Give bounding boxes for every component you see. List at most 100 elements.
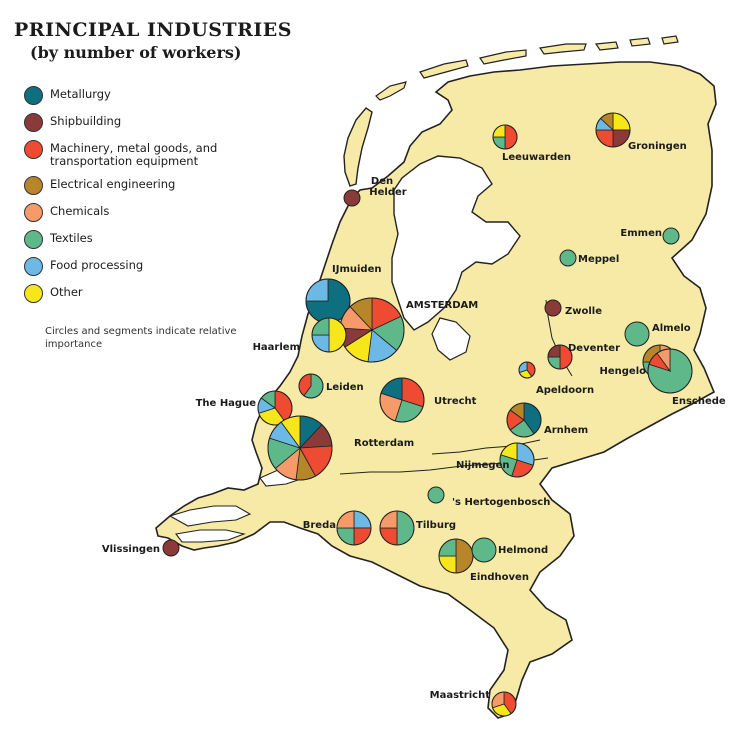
pie-slice-s-hertogenbosch-textiles [427,486,445,504]
frisian-island-6 [629,37,651,47]
legend-item-machinery: Machinery, metal goods, and transportati… [24,140,264,168]
frisian-island-3 [479,49,527,65]
pie-outline-utrecht [379,377,425,423]
city-label-amsterdam: AMSTERDAM [406,300,478,311]
legend-note: Circles and segments indicate relative i… [45,326,237,350]
frisian-island-7 [661,35,679,45]
legend-item-electrical: Electrical engineering [24,176,264,195]
city-label-apeldoorn: Apeldoorn [536,385,594,396]
legend-swatch-metallurgy [24,86,43,105]
legend-swatch-other [24,284,43,303]
pie-outline-groningen [595,112,631,148]
legend-item-shipbuilding: Shipbuilding [24,113,264,132]
city-label-ijmuiden: IJmuiden [332,264,381,275]
pie-outline-maastricht [491,691,517,717]
city-label-s-hertogenbosch: 's Hertogenbosch [452,497,550,508]
pie-arnhem [506,402,542,438]
pie-helmond [471,537,497,563]
pie-slice-den-helder-shipbuilding [343,189,361,207]
legend-label-food: Food processing [50,258,144,272]
city-label-utrecht: Utrecht [434,396,477,407]
gooimeer-water [431,317,471,361]
city-label-vlissingen: Vlissingen [102,544,160,555]
pie-slice-emmen-textiles [662,227,680,245]
pie-outline-rotterdam [267,415,333,481]
city-label-leiden: Leiden [326,382,364,393]
pie-outline-eindhoven [438,538,474,574]
city-label-rotterdam: Rotterdam [354,438,414,449]
pie-meppel [559,249,577,267]
legend-swatch-machinery [24,140,43,159]
legend-label-chemicals: Chemicals [50,204,110,218]
pie-almelo [624,321,650,347]
legend-item-metallurgy: Metallurgy [24,86,264,105]
pie-leeuwarden [492,124,518,150]
city-label-almelo: Almelo [652,323,691,334]
legend-label-electrical: Electrical engineering [50,177,176,191]
pie-outline-tilburg [379,510,415,546]
legend-swatch-food [24,257,43,276]
city-label-helmond: Helmond [498,545,548,556]
pie-maastricht [491,691,517,717]
estuary-1 [168,505,252,527]
pie-outline-breda [336,510,372,546]
mainland-shape [155,61,717,719]
legend-label-textiles: Textiles [50,231,93,245]
pie-nijmegen [499,442,535,478]
map-subtitle: (by number of workers) [30,43,242,62]
city-label-den-helder: Den Helder [369,176,407,198]
pie-outline-nijmegen [499,442,535,478]
city-label-breda: Breda [303,520,336,531]
legend-label-other: Other [50,285,83,299]
pie-outline-leeuwarden [492,124,518,150]
frisian-island-5 [594,41,619,51]
legend-swatch-electrical [24,176,43,195]
legend-item-chemicals: Chemicals [24,203,264,222]
legend-item-food: Food processing [24,257,264,276]
city-label-tilburg: Tilburg [416,520,456,531]
legend-label-shipbuilding: Shipbuilding [50,114,122,128]
city-label-maastricht: Maastricht [430,690,491,701]
city-label-eindhoven: Eindhoven [470,572,529,583]
pie-slice-meppel-textiles [559,249,577,267]
city-label-enschede: Enschede [672,396,726,407]
pie-rotterdam [267,415,333,481]
city-label-the-hague: The Hague [196,398,257,409]
pie-emmen [662,227,680,245]
pie-leiden [298,373,324,399]
ijsselmeer-water [391,155,521,331]
map-title: PRINCIPAL INDUSTRIES [14,19,293,41]
pie-outline-arnhem [506,402,542,438]
legend-label-metallurgy: Metallurgy [50,87,111,101]
legend-item-textiles: Textiles [24,230,264,249]
frisian-island-1 [375,81,407,101]
pie-outline-haarlem [311,317,347,353]
city-label-nijmegen: Nijmegen [456,460,510,471]
pie-amsterdam [339,297,405,363]
pie-tilburg [379,510,415,546]
city-label-meppel: Meppel [578,254,619,265]
pie-breda [336,510,372,546]
pie-vlissingen [162,539,180,557]
pie-outline-apeldoorn [518,361,536,379]
legend-item-other: Other [24,284,264,303]
city-label-haarlem: Haarlem [253,342,300,353]
city-label-hengelo: Hengelo [599,366,646,377]
city-label-zwolle: Zwolle [565,306,602,317]
pie-groningen [595,112,631,148]
city-label-arnhem: Arnhem [544,425,588,436]
city-label-emmen: Emmen [620,228,662,239]
texel-island [343,107,373,187]
city-label-groningen: Groningen [628,141,687,152]
legend-swatch-shipbuilding [24,113,43,132]
pie-eindhoven [438,538,474,574]
pie-ijmuiden [305,278,351,324]
pie-deventer [547,344,573,370]
pie-apeldoorn [518,361,536,379]
pie-outline-enschede [647,348,693,394]
pie-enschede [647,348,693,394]
city-label-leeuwarden: Leeuwarden [502,152,571,163]
frisian-island-2 [419,59,469,79]
